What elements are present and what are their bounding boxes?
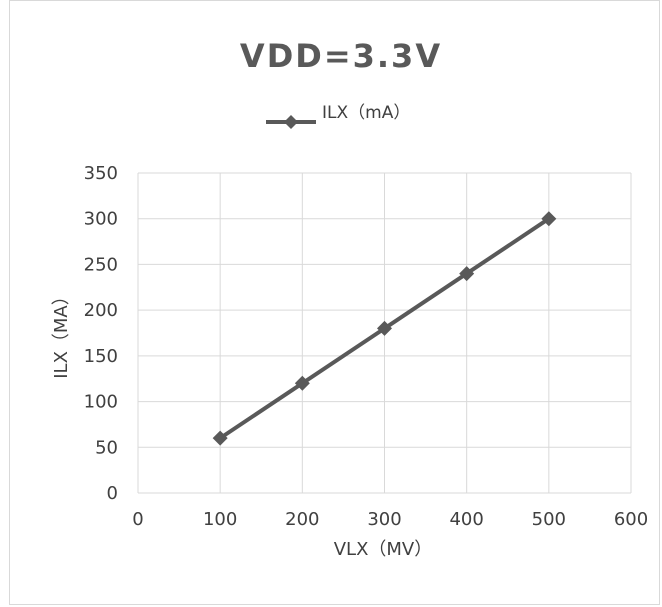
chart-title: VDD=3.3V bbox=[240, 37, 442, 75]
axes: 0 100 200 300 400 500 600 0 50 100 150 200 250 300 350 bbox=[84, 163, 649, 530]
legend-series-label: ILX（mA） bbox=[322, 103, 410, 123]
legend-diamond-marker bbox=[284, 115, 298, 129]
x-tick-label: 500 bbox=[532, 509, 566, 530]
x-tick-label: 0 bbox=[132, 509, 143, 530]
y-tick-label: 250 bbox=[84, 254, 118, 275]
x-tick-label: 200 bbox=[285, 509, 319, 530]
y-tick-label: 200 bbox=[84, 300, 118, 321]
y-tick-label: 50 bbox=[95, 437, 118, 458]
x-tick-label: 300 bbox=[367, 509, 401, 530]
x-tick-label: 600 bbox=[614, 509, 648, 530]
y-tick-label: 0 bbox=[107, 483, 118, 504]
x-tick-label: 100 bbox=[203, 509, 237, 530]
x-axis-title: VLX（MV） bbox=[334, 539, 433, 560]
y-axis-title: ILX（MA） bbox=[51, 287, 72, 379]
x-tick-label: 400 bbox=[449, 509, 483, 530]
y-tick-label: 300 bbox=[84, 209, 118, 230]
y-tick-label: 350 bbox=[84, 163, 118, 184]
legend: ILX（mA） bbox=[266, 103, 410, 129]
y-tick-label: 100 bbox=[84, 392, 118, 413]
y-tick-label: 150 bbox=[84, 346, 118, 367]
